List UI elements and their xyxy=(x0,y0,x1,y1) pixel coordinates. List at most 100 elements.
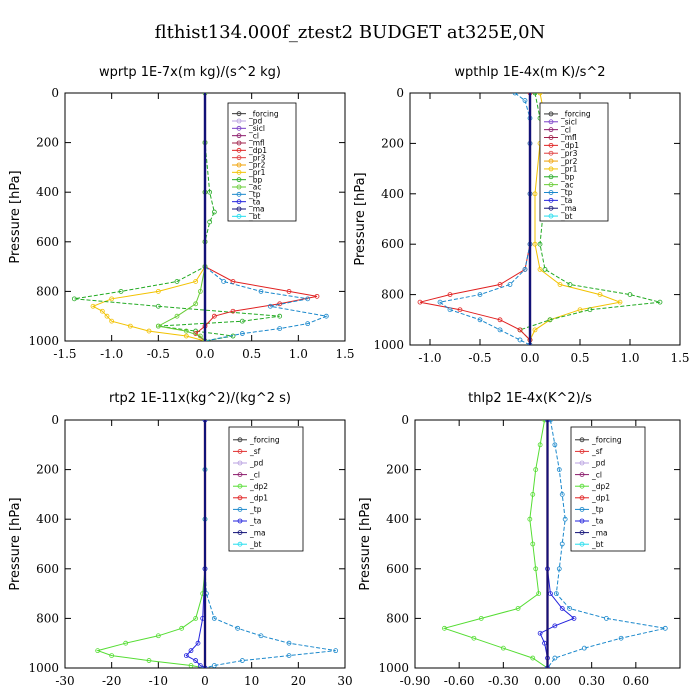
legend: _forcing _sf _pd _cl _dp2 _dp1 _tp _ta _ma _bt xyxy=(228,426,304,552)
data-point xyxy=(471,635,477,641)
legend-marker xyxy=(236,118,242,124)
legend-entry: _sf xyxy=(591,447,603,456)
data-point xyxy=(109,296,115,302)
legend-entry: _ta xyxy=(248,197,260,206)
x-tick-label: 0.5 xyxy=(570,351,589,365)
data-point xyxy=(532,327,538,333)
data-point xyxy=(587,307,593,313)
legend-marker xyxy=(236,177,242,183)
legend-marker xyxy=(579,541,585,547)
data-point xyxy=(211,209,217,215)
series-line-dp1 xyxy=(419,93,531,345)
legend-marker xyxy=(579,483,585,489)
x-tick-label: 10 xyxy=(244,674,259,688)
legend-entry: _bt xyxy=(248,212,261,221)
data-point xyxy=(537,241,543,247)
data-point xyxy=(277,326,283,332)
legend-marker xyxy=(236,125,242,131)
data-point xyxy=(277,313,283,319)
series-line-tp xyxy=(438,93,531,345)
data-point xyxy=(183,653,189,658)
data-point xyxy=(127,323,133,329)
data-point xyxy=(559,606,565,611)
legend-marker xyxy=(579,460,585,466)
x-tick-label: 0.0 xyxy=(195,347,214,361)
legend-marker xyxy=(237,541,243,547)
x-tick-label: -20 xyxy=(102,674,121,688)
data-point xyxy=(239,331,245,336)
data-point xyxy=(500,645,506,651)
data-point xyxy=(556,566,562,572)
legend-marker xyxy=(237,495,243,501)
data-point xyxy=(627,292,633,298)
legend-entry: _bp xyxy=(248,175,263,184)
legend-marker xyxy=(236,184,242,190)
data-point xyxy=(548,420,553,423)
x-tick-label: -1.5 xyxy=(53,347,76,361)
legend-marker xyxy=(579,437,585,443)
data-point xyxy=(581,645,587,651)
legend-marker xyxy=(579,506,585,512)
legend-marker xyxy=(548,127,554,133)
data-point xyxy=(239,658,245,663)
data-point xyxy=(195,640,201,646)
series-line-bp xyxy=(74,93,280,341)
legend-entry: _tp xyxy=(560,188,573,197)
data-point xyxy=(109,318,115,324)
data-point xyxy=(559,541,565,547)
data-point xyxy=(530,541,536,547)
legend-marker xyxy=(236,140,242,146)
data-point xyxy=(211,313,217,319)
legend-marker xyxy=(237,472,243,478)
legend-entry: _pr2 xyxy=(248,161,266,170)
series-line-pr1 xyxy=(529,93,622,345)
data-point xyxy=(188,648,194,654)
series-group xyxy=(95,420,339,668)
data-point xyxy=(522,266,528,272)
data-point xyxy=(267,303,273,309)
data-point xyxy=(174,279,180,284)
y-tick-label: 1000 xyxy=(378,661,409,675)
x-tick-label: 0.60 xyxy=(622,674,649,688)
legend-entry: _pd xyxy=(591,459,606,468)
x-tick-label: -0.90 xyxy=(400,674,431,688)
x-tick-label: -30 xyxy=(55,674,74,688)
data-point xyxy=(104,313,110,319)
data-point xyxy=(417,299,423,305)
legend-marker xyxy=(236,155,242,161)
data-point xyxy=(536,591,542,596)
legend-entry: _dp1 xyxy=(249,494,268,503)
x-tick-label: 1.5 xyxy=(670,351,689,365)
data-point xyxy=(532,241,538,247)
series-line-tp xyxy=(204,420,336,668)
legend-entry: _tp xyxy=(249,505,262,514)
legend-marker xyxy=(548,182,554,188)
data-point xyxy=(155,288,161,294)
data-point xyxy=(95,648,101,654)
y-tick-label: 800 xyxy=(36,284,59,298)
legend-marker xyxy=(579,530,585,535)
x-tick-label: 0.30 xyxy=(578,674,605,688)
legend-entry: _pr1 xyxy=(248,168,266,177)
data-point xyxy=(567,282,573,287)
data-point xyxy=(183,328,189,334)
legend-entry: _pr1 xyxy=(560,165,578,174)
data-point xyxy=(90,303,96,309)
legend-entry: _pd xyxy=(249,459,264,468)
data-point xyxy=(258,633,264,639)
legend-marker xyxy=(548,150,554,156)
legend-entry: _mfl xyxy=(560,133,577,142)
data-point xyxy=(522,98,528,103)
chart-panel-1: wprtp 1E-7x(m kg)/(s^2 kg) Pressure [hPa]… xyxy=(8,65,355,361)
x-tick-label: 20 xyxy=(291,674,306,688)
data-point xyxy=(537,630,543,636)
data-point xyxy=(597,292,603,298)
data-point xyxy=(497,317,503,323)
legend-entry: _forcing xyxy=(248,109,279,118)
series-line-dp1 xyxy=(442,420,548,668)
data-point xyxy=(553,591,559,596)
data-point xyxy=(239,318,245,324)
data-point xyxy=(547,317,553,323)
x-tick-label: -1.0 xyxy=(100,347,123,361)
data-point xyxy=(515,606,521,611)
